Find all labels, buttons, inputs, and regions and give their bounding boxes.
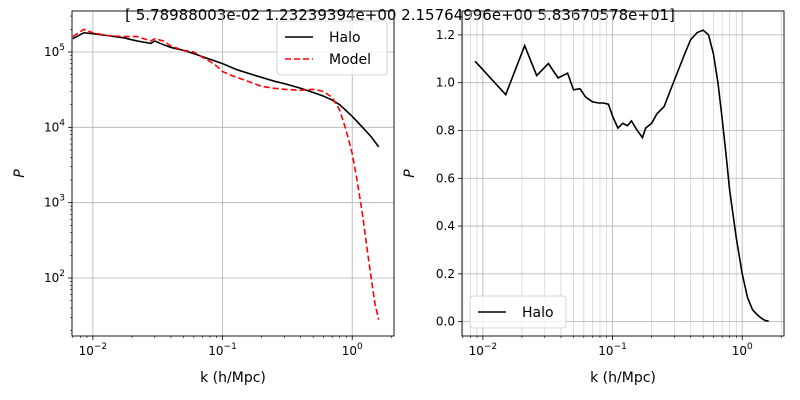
y-tick-label: 1.2 [436, 28, 455, 42]
grid [462, 11, 784, 336]
x-tick-label: 10−1 [208, 342, 237, 358]
y-tick-label: 104 [44, 118, 65, 134]
x-axis-label: k (h/Mpc) [200, 370, 266, 386]
legend-box [469, 295, 567, 329]
right-panel-semilog: 10−2 10−1 100 0.0 0.2 0.4 0.6 0.8 1.0 1.2 k (h/Mpc… [402, 10, 785, 386]
legend-label: Halo [522, 305, 554, 321]
y-tick-label: 0.2 [436, 267, 455, 281]
y-tick-label: 1.0 [436, 76, 455, 90]
legend: Halo [469, 295, 567, 329]
series-line-model [72, 28, 380, 320]
y-tick-label: 0.0 [436, 315, 455, 329]
x-tick-label: 100 [342, 342, 363, 358]
axes-frame [461, 10, 785, 337]
axes-frame [71, 10, 395, 337]
legend-box [276, 20, 388, 76]
figure-title: [ 5.78988003e-02 1.23239394e+00 2.157649… [125, 6, 675, 24]
y-axis-label: P [12, 169, 28, 178]
x-tick-label: 10−1 [598, 342, 627, 358]
legend: Halo Model [276, 20, 388, 76]
y-tick-label: 105 [44, 43, 65, 59]
x-tick-label: 100 [732, 342, 753, 358]
y-tick-label: 0.4 [436, 219, 455, 233]
y-tick-label: 103 [44, 194, 65, 210]
x-tick-label: 10−2 [469, 342, 498, 358]
series-line-halo [474, 29, 769, 322]
legend-label: Model [329, 52, 371, 68]
y-tick-label: 102 [44, 269, 65, 285]
y-tick-label: 0.6 [436, 171, 455, 185]
y-axis-label: P [402, 169, 418, 178]
left-panel-loglog: 10−2 10−1 100 102 103 104 105 k (h/Mpc) P Halo Mod… [12, 10, 395, 386]
y-tick-label: 0.8 [436, 123, 455, 137]
legend-label: Halo [329, 30, 361, 46]
x-tick-label: 10−2 [79, 342, 108, 358]
x-axis-label: k (h/Mpc) [590, 370, 656, 386]
